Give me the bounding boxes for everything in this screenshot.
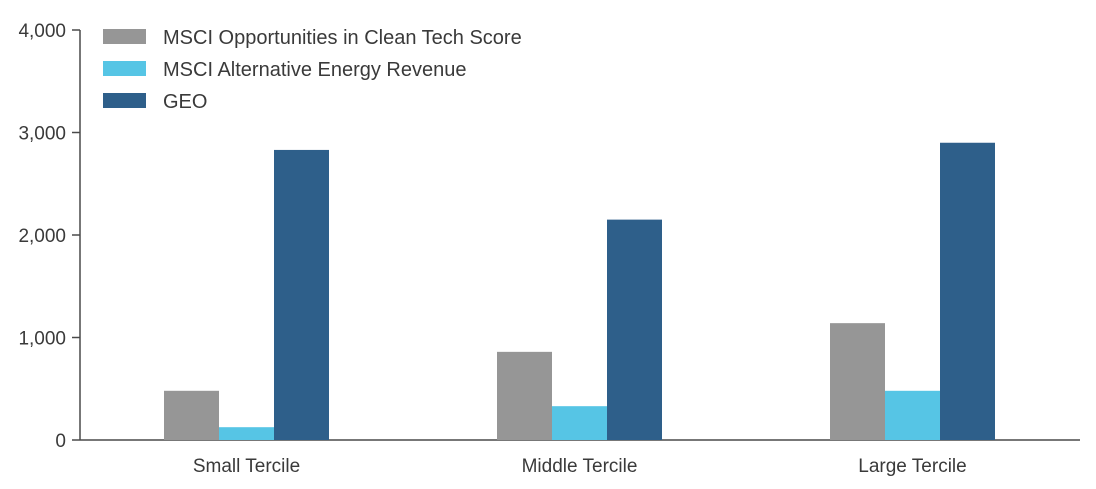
x-tick-label: Middle Tercile — [522, 456, 638, 477]
bars — [164, 142, 995, 441]
x-tick-label: Large Tercile — [858, 456, 966, 477]
legend-label: MSCI Opportunities in Clean Tech Score — [163, 27, 522, 49]
legend: MSCI Opportunities in Clean Tech Score MS… — [103, 27, 522, 113]
bar-small-tercile-series-2 — [219, 427, 274, 440]
y-tick-label: 3,000 — [18, 124, 66, 145]
y-tick-label: 2,000 — [18, 226, 66, 247]
bar-small-tercile-series-1 — [164, 390, 219, 440]
bar-middle-tercile-series-3 — [607, 219, 662, 440]
legend-swatch — [103, 93, 146, 108]
legend-swatch — [103, 61, 146, 76]
y-tick-label: 4,000 — [18, 21, 66, 42]
y-axis: 0 1,000 2,000 3,000 4,000 — [18, 21, 81, 452]
legend-label: MSCI Alternative Energy Revenue — [163, 59, 467, 81]
bar-middle-tercile-series-2 — [552, 406, 607, 440]
y-tick-label: 1,000 — [18, 329, 66, 350]
bar-middle-tercile-series-1 — [497, 351, 552, 440]
legend-label: GEO — [163, 91, 207, 113]
x-tick-label: Small Tercile — [193, 456, 300, 477]
bar-large-tercile-series-1 — [830, 323, 885, 440]
bar-large-tercile-series-3 — [940, 142, 995, 440]
bar-large-tercile-series-2 — [885, 390, 940, 440]
legend-swatch — [103, 29, 146, 44]
x-axis: Small Tercile Middle Tercile Large Tercile — [80, 439, 1080, 477]
y-tick-label: 0 — [55, 431, 66, 452]
bar-small-tercile-series-3 — [274, 149, 329, 441]
